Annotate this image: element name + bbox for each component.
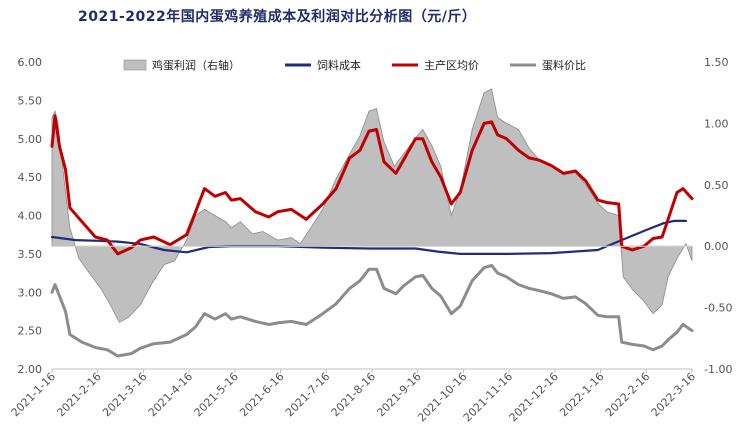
x-tick-label: 2021-2-16 [54, 370, 103, 419]
x-tick-label: 2021-3-16 [100, 370, 149, 419]
legend-label: 蛋料价比 [542, 58, 586, 72]
y-left-tick-label: 6.00 [18, 56, 43, 69]
x-tick-label: 2021-4-16 [146, 370, 195, 419]
y-right-tick-label: 1.00 [704, 117, 729, 130]
legend-label: 饲料成本 [317, 58, 361, 72]
y-right-tick-label: 0.50 [704, 179, 729, 192]
y-right-tick-label: 0.00 [704, 240, 729, 253]
legend-swatch-area [123, 59, 147, 71]
series-area-profit [51, 88, 693, 323]
series-line-price [50, 114, 694, 256]
y-left-tick-label: 4.50 [18, 171, 43, 184]
y-right-tick-label: -1.00 [704, 363, 732, 376]
x-tick-label: 2021-12-16 [507, 370, 561, 424]
legend-label: 鸡蛋利润（右轴） [152, 58, 240, 72]
x-tick-label: 2021-7-16 [283, 370, 332, 419]
y-left-tick-label: 5.50 [18, 94, 43, 107]
x-tick-label: 2021-8-16 [329, 370, 378, 419]
x-tick-label: 2022-1-16 [557, 370, 606, 419]
y-right-tick-label: 1.50 [704, 56, 729, 69]
y-left-tick-label: 3.50 [18, 248, 43, 261]
chart-title: 2021-2022年国内蛋鸡养殖成本及利润对比分析图（元/斤） [78, 9, 477, 25]
x-tick-label: 2021-6-16 [237, 370, 286, 419]
x-tick-label: 2021-9-16 [374, 370, 423, 419]
series-line-ratio [50, 263, 694, 358]
x-tick-label: 2021-5-16 [192, 370, 241, 419]
legend: 鸡蛋利润（右轴） 饲料成本 主产区均价 蛋料价比 [123, 58, 586, 72]
y-left-tick-label: 5.00 [18, 133, 43, 146]
y-left-tick-label: 3.00 [18, 286, 43, 299]
y-left-tick-label: 2.50 [18, 325, 43, 338]
line-layer [50, 114, 694, 358]
x-tick-label: 2022-2-16 [603, 370, 652, 419]
y-left-tick-label: 2.00 [18, 363, 43, 376]
x-tick-label: 2022-3-16 [649, 370, 698, 419]
x-tick-label: 2021-1-16 [9, 370, 58, 419]
area-layer [51, 88, 693, 323]
y-left-tick-label: 4.00 [18, 210, 43, 223]
legend-label: 主产区均价 [424, 58, 479, 72]
y-right-tick-label: -0.50 [704, 302, 732, 315]
